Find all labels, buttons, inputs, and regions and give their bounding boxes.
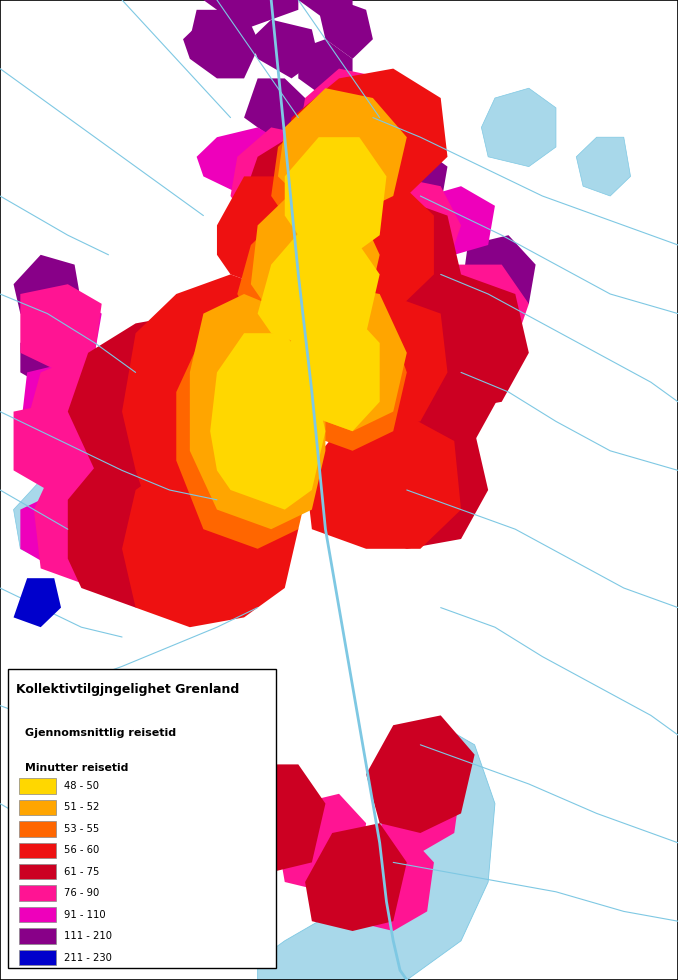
Bar [19,928,56,944]
Polygon shape [285,284,407,431]
Bar [19,886,56,901]
Polygon shape [481,88,556,167]
Polygon shape [176,314,312,549]
Polygon shape [285,137,386,255]
Polygon shape [298,39,353,98]
Text: 48 - 50: 48 - 50 [64,781,99,791]
Polygon shape [339,412,488,549]
Polygon shape [20,402,88,470]
Polygon shape [420,186,495,255]
Text: 76 - 90: 76 - 90 [64,888,99,898]
Polygon shape [576,137,631,196]
Polygon shape [224,764,325,872]
Polygon shape [305,823,407,931]
Text: 56 - 60: 56 - 60 [64,846,99,856]
Polygon shape [197,127,292,196]
Polygon shape [183,20,258,78]
Polygon shape [319,0,373,59]
Polygon shape [34,441,176,588]
Polygon shape [217,0,264,29]
Polygon shape [27,353,156,490]
Text: Gjennomsnittlig reisetid: Gjennomsnittlig reisetid [25,728,176,738]
Polygon shape [258,225,380,353]
Polygon shape [305,412,461,549]
Polygon shape [278,88,407,216]
Polygon shape [20,284,102,372]
Text: 51 - 52: 51 - 52 [64,803,99,812]
Polygon shape [68,431,244,608]
Polygon shape [20,490,95,568]
Polygon shape [353,206,427,274]
Text: 111 - 210: 111 - 210 [64,931,112,941]
Text: Kollektivtilgjngelighet Grenland: Kollektivtilgjngelighet Grenland [16,683,239,696]
Bar [19,821,56,837]
Text: 91 - 110: 91 - 110 [64,909,105,919]
Polygon shape [237,127,393,274]
Polygon shape [27,294,102,372]
Polygon shape [14,578,61,627]
Polygon shape [14,402,95,490]
Polygon shape [278,794,366,892]
Polygon shape [366,715,475,833]
Bar [19,864,56,879]
Polygon shape [380,274,529,412]
Bar [19,800,56,815]
Polygon shape [68,314,258,490]
Polygon shape [231,127,339,235]
Polygon shape [190,294,325,529]
Polygon shape [258,725,495,980]
Polygon shape [271,176,434,314]
Text: Minutter reisetid: Minutter reisetid [25,763,128,773]
Polygon shape [14,255,81,323]
Polygon shape [237,206,366,353]
Polygon shape [312,196,461,333]
Polygon shape [285,98,346,157]
Text: 211 - 230: 211 - 230 [64,953,112,962]
Polygon shape [251,186,380,333]
Polygon shape [122,274,312,529]
Polygon shape [122,451,298,627]
Polygon shape [210,333,325,510]
Polygon shape [217,176,332,294]
Polygon shape [346,833,434,931]
Polygon shape [380,147,447,216]
Polygon shape [298,69,407,176]
Polygon shape [359,176,461,274]
Bar [19,843,56,858]
Polygon shape [427,265,529,353]
Polygon shape [20,363,102,451]
Polygon shape [380,764,461,853]
Polygon shape [251,20,319,78]
Polygon shape [285,294,407,451]
Bar [19,778,56,794]
FancyBboxPatch shape [8,669,276,968]
Polygon shape [20,323,81,392]
Polygon shape [14,480,102,568]
Polygon shape [298,294,447,431]
Text: 61 - 75: 61 - 75 [64,866,99,877]
Bar [19,906,56,922]
Polygon shape [285,69,447,196]
Polygon shape [271,108,393,235]
Polygon shape [353,314,502,451]
Polygon shape [244,78,305,137]
Polygon shape [285,314,380,431]
Polygon shape [244,0,298,20]
Bar [19,950,56,965]
Text: 53 - 55: 53 - 55 [64,824,99,834]
Polygon shape [203,0,271,29]
Polygon shape [190,10,258,59]
Polygon shape [298,0,353,20]
Polygon shape [461,235,536,314]
